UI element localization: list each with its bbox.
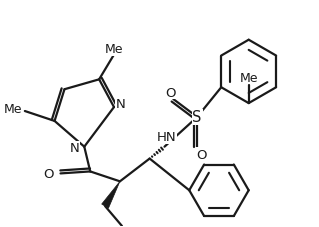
Text: Me: Me [240, 72, 258, 84]
Text: S: S [192, 110, 202, 125]
Polygon shape [102, 182, 120, 208]
Text: O: O [43, 167, 54, 180]
Text: HN: HN [157, 131, 176, 144]
Text: N: N [116, 97, 126, 110]
Text: Me: Me [105, 43, 123, 56]
Text: Me: Me [4, 102, 22, 115]
Text: O: O [165, 86, 176, 99]
Text: N: N [70, 142, 79, 155]
Text: O: O [196, 148, 206, 161]
